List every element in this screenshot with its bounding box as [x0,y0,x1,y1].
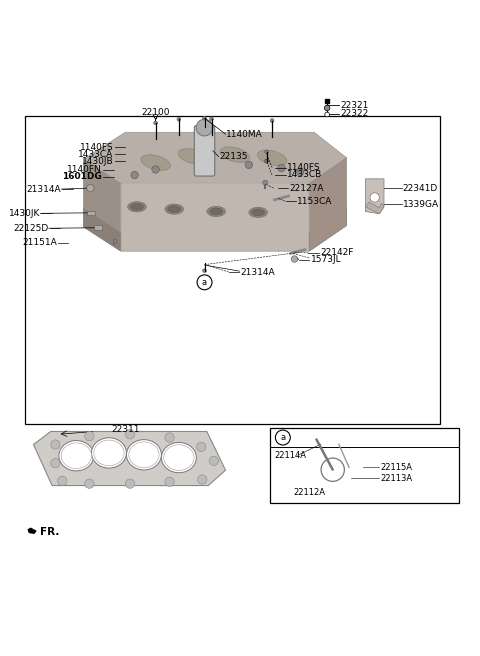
Ellipse shape [94,440,124,466]
Text: 22115A: 22115A [380,463,412,472]
Polygon shape [34,432,226,485]
Text: 22100: 22100 [141,108,170,117]
Circle shape [198,162,206,169]
Ellipse shape [161,442,196,473]
Circle shape [131,171,138,179]
Circle shape [177,117,181,121]
Circle shape [264,150,268,154]
Text: 22125D: 22125D [13,224,48,233]
Text: 1140FN: 1140FN [67,165,102,174]
Circle shape [325,112,329,117]
Circle shape [198,475,207,484]
Circle shape [245,161,252,169]
Polygon shape [84,207,347,251]
Ellipse shape [61,443,92,468]
Text: 1433CB: 1433CB [287,170,322,179]
Ellipse shape [129,442,159,468]
Text: 1140FS: 1140FS [287,163,321,172]
Text: 1140MA: 1140MA [227,130,263,138]
Ellipse shape [128,201,146,212]
Text: 21314A: 21314A [240,268,275,277]
Ellipse shape [168,205,181,213]
Text: 21151A: 21151A [22,238,57,247]
Circle shape [278,165,285,172]
Ellipse shape [165,204,183,215]
Text: 1433CA: 1433CA [78,150,114,159]
Circle shape [125,430,134,439]
Ellipse shape [92,438,126,468]
Circle shape [152,166,159,173]
Ellipse shape [59,441,94,471]
Ellipse shape [257,150,287,166]
Text: 22135: 22135 [219,152,248,161]
Text: 22114A: 22114A [275,451,306,460]
Ellipse shape [210,208,223,215]
Text: 1153CA: 1153CA [297,197,333,206]
Text: 22127A: 22127A [289,184,324,193]
Polygon shape [365,179,384,214]
Ellipse shape [249,207,267,218]
Ellipse shape [126,440,161,470]
Text: a: a [202,278,207,287]
Text: FR.: FR. [40,527,60,537]
Text: 22112A: 22112A [293,488,325,497]
Circle shape [196,119,213,136]
Circle shape [113,239,117,243]
Text: 1430JB: 1430JB [82,157,114,165]
Ellipse shape [164,445,194,470]
Text: a: a [280,433,286,442]
Ellipse shape [141,155,170,171]
Ellipse shape [252,209,264,216]
Polygon shape [84,133,347,184]
Circle shape [85,479,94,488]
Text: 21314A: 21314A [26,184,61,194]
Text: 22311: 22311 [111,425,140,434]
Circle shape [291,256,298,262]
Circle shape [51,440,60,449]
Circle shape [324,105,330,111]
Circle shape [165,433,174,442]
Ellipse shape [178,149,208,164]
Circle shape [154,121,157,125]
Text: 1573JL: 1573JL [311,255,341,264]
Circle shape [51,459,60,468]
Circle shape [264,159,268,163]
Text: 1430JK: 1430JK [9,209,40,218]
Circle shape [203,116,206,120]
Ellipse shape [220,147,250,163]
Polygon shape [27,527,37,534]
Circle shape [165,477,174,487]
Circle shape [210,117,214,121]
Text: 22322: 22322 [340,109,369,118]
Bar [94,226,102,230]
Circle shape [197,442,206,451]
Circle shape [203,269,206,272]
Ellipse shape [131,203,144,211]
Circle shape [125,479,134,488]
Bar [25,116,440,424]
Text: 22113A: 22113A [380,474,412,483]
Text: 22321: 22321 [340,100,369,110]
FancyBboxPatch shape [194,126,215,176]
Ellipse shape [207,207,226,216]
Circle shape [270,119,274,123]
Circle shape [58,476,67,485]
Polygon shape [84,159,120,251]
Circle shape [85,432,94,441]
Circle shape [209,456,218,466]
Bar [270,428,458,502]
Text: 22341D: 22341D [403,184,438,193]
Bar [87,211,96,215]
Polygon shape [310,158,347,251]
Circle shape [86,184,94,192]
Polygon shape [120,184,310,251]
Text: 1140FS: 1140FS [80,142,114,152]
Text: 22142F: 22142F [320,249,353,257]
Polygon shape [365,202,384,214]
Circle shape [296,168,304,176]
Text: 1601DG: 1601DG [62,173,102,182]
Circle shape [370,193,379,202]
Circle shape [263,180,267,185]
Text: 1339GA: 1339GA [403,200,439,209]
